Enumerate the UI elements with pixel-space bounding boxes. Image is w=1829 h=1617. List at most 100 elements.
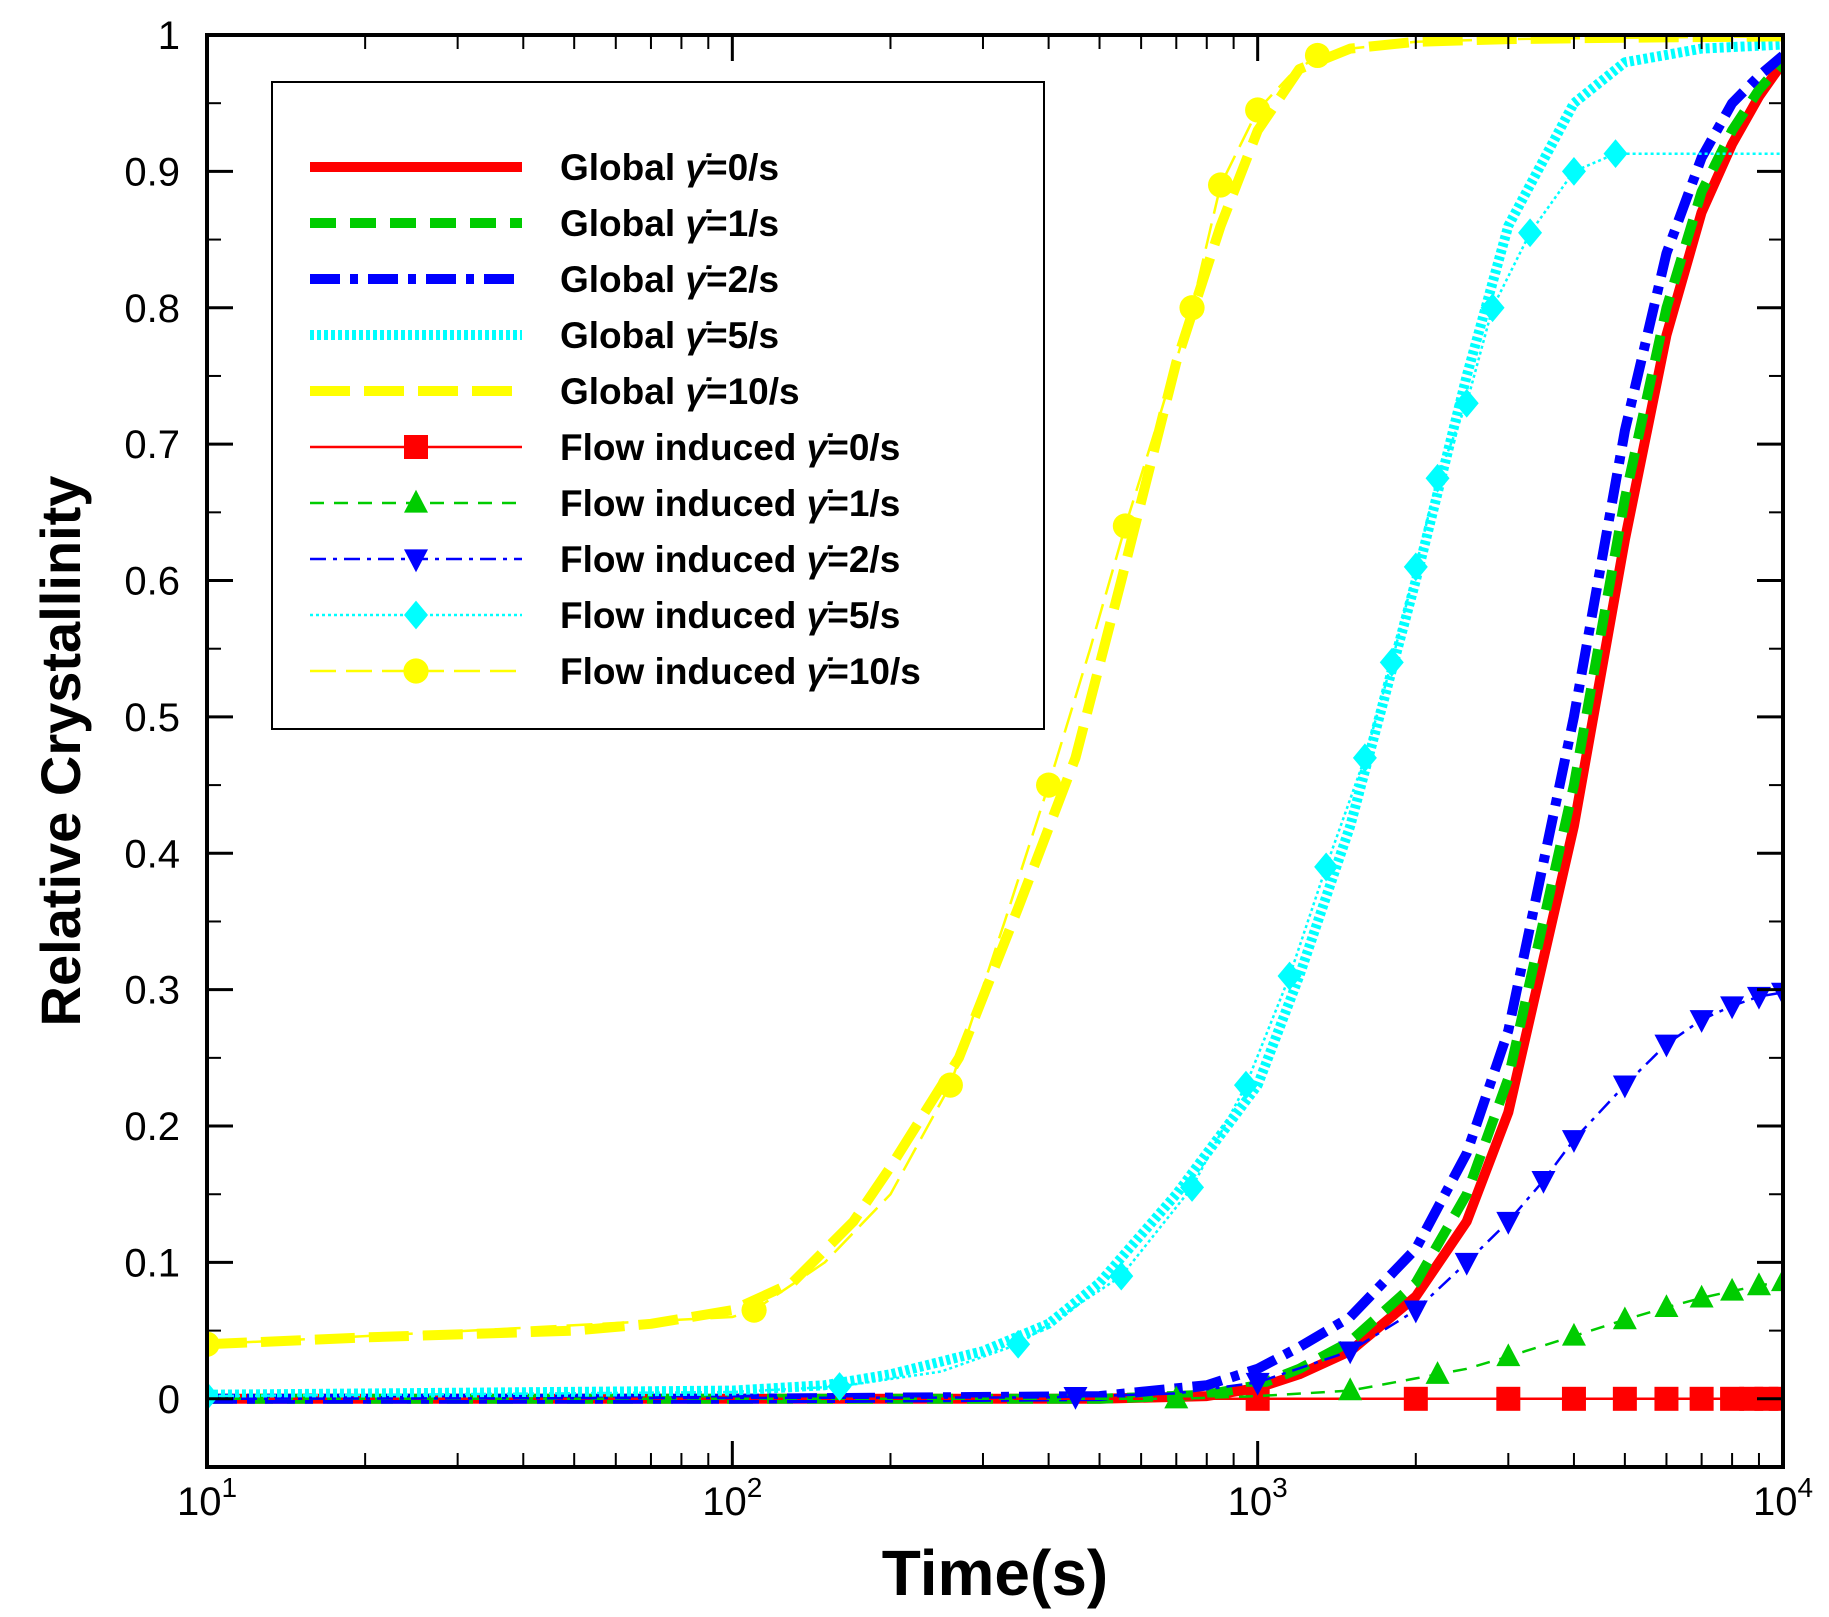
data-point <box>1746 986 1771 1010</box>
data-point <box>1109 1261 1134 1291</box>
series-global-2-s <box>207 51 1783 1404</box>
data-point <box>1403 552 1428 582</box>
data-point <box>1112 513 1138 539</box>
data-point <box>1314 852 1339 882</box>
legend-suffix: =10/s <box>706 371 800 412</box>
data-point <box>1207 172 1234 198</box>
legend-swatch-marker <box>404 549 428 573</box>
legend-prefix: Global <box>560 203 685 244</box>
legend-prefix: Flow induced <box>560 427 807 468</box>
legend-entry: Global γ̇=0/s <box>310 147 779 188</box>
series-line <box>207 35 1783 1346</box>
y-tick-label: 0.1 <box>124 1241 180 1285</box>
x-tick-exponent: 2 <box>747 1472 763 1503</box>
series-line <box>207 39 1783 1400</box>
legend-box <box>271 81 1045 730</box>
y-axis-title: Relative Crystallinity <box>29 476 92 1027</box>
legend-prefix: Flow induced <box>560 483 807 524</box>
plot-area-frame <box>205 33 1785 1469</box>
series-flow-induced-5-s <box>207 139 1783 1411</box>
x-axis-title: Time(s) <box>882 1537 1108 1609</box>
y-tick-label: 0.7 <box>124 423 180 467</box>
x-tick-exponent: 3 <box>1272 1472 1288 1503</box>
series-line <box>207 1280 1783 1401</box>
data-point <box>1006 1329 1031 1359</box>
data-point <box>1654 1386 1679 1411</box>
x-tick-base: 10 <box>177 1480 222 1524</box>
legend-entry: Flow induced γ̇=10/s <box>310 651 921 692</box>
series-flow-induced-10-s <box>207 35 1783 1357</box>
data-point <box>937 1072 963 1098</box>
data-point <box>1480 293 1505 323</box>
data-point <box>1612 1386 1637 1411</box>
data-point <box>1245 1372 1270 1396</box>
data-point <box>1561 156 1586 186</box>
data-point <box>1338 1341 1363 1365</box>
data-point <box>1304 42 1331 69</box>
data-point <box>1233 1070 1258 1100</box>
legend-entry: Flow induced γ̇=5/s <box>310 595 900 636</box>
data-point <box>1425 1361 1450 1384</box>
legend-prefix: Global <box>560 147 685 188</box>
data-point <box>1689 1386 1714 1411</box>
legend-label: Flow induced γ̇=2/s <box>560 539 900 580</box>
data-point <box>1277 961 1302 991</box>
x-tick-base: 10 <box>1753 1480 1798 1524</box>
legend-prefix: Global <box>560 315 685 356</box>
data-point <box>1425 463 1450 493</box>
data-point <box>1561 1322 1586 1346</box>
x-tick-label: 104 <box>1753 1472 1813 1524</box>
data-point <box>1746 1272 1771 1296</box>
y-tick-label: 1 <box>158 14 180 58</box>
legend-label: Flow induced γ̇=0/s <box>560 427 900 468</box>
legend-label: Global γ̇=1/s <box>560 203 779 244</box>
x-tick-label: 101 <box>177 1472 237 1524</box>
data-point <box>741 1297 767 1323</box>
data-point <box>827 1372 852 1401</box>
legend-suffix: =2/s <box>827 539 900 580</box>
legend-entry: Global γ̇=5/s <box>310 315 779 356</box>
legend-entry: Flow induced γ̇=1/s <box>310 483 900 524</box>
y-tick-label: 0 <box>158 1378 180 1422</box>
data-point <box>1654 1294 1679 1318</box>
data-point <box>1689 1010 1714 1033</box>
legend-label: Global γ̇=0/s <box>560 147 779 188</box>
axis-ticks <box>205 33 1785 1467</box>
data-point <box>207 1381 219 1411</box>
x-tick-label: 103 <box>1228 1472 1288 1524</box>
legend-entry: Flow induced γ̇=0/s <box>310 427 900 468</box>
legend-swatch-marker <box>403 658 429 684</box>
legend-entry: Flow induced γ̇=2/s <box>310 539 900 580</box>
data-point <box>1379 647 1404 677</box>
legend-prefix: Global <box>560 259 685 300</box>
data-point <box>1496 1211 1521 1235</box>
legend-suffix: =10/s <box>827 651 921 692</box>
axis-tick-labels: 101 102 103 10400.10.20.30.40.50.60.70.80.9… <box>124 14 1813 1524</box>
data-point <box>1352 743 1377 773</box>
legend-prefix: Global <box>560 371 685 412</box>
legend-label: Global γ̇=2/s <box>560 259 779 300</box>
legend-swatch-marker <box>404 489 428 513</box>
legend-suffix: =5/s <box>706 315 779 356</box>
legend-label: Global γ̇=5/s <box>560 315 779 356</box>
data-point <box>1179 295 1205 321</box>
data-point <box>1403 1386 1428 1411</box>
series-flow-induced-2-s <box>207 982 1783 1410</box>
x-tick-base: 10 <box>702 1480 747 1524</box>
legend-label: Flow induced γ̇=10/s <box>560 651 921 692</box>
y-tick-label: 0.2 <box>124 1105 180 1149</box>
data-point <box>1180 1173 1205 1202</box>
series-line <box>207 991 1783 1401</box>
y-tick-label: 0.5 <box>124 696 180 740</box>
legend-prefix: Flow induced <box>560 651 807 692</box>
data-point <box>1496 1343 1521 1367</box>
data-point <box>1245 97 1271 123</box>
data-point <box>1612 1306 1637 1330</box>
x-tick-exponent: 4 <box>1797 1472 1813 1503</box>
x-tick-label: 102 <box>702 1472 762 1524</box>
data-point <box>1603 139 1628 169</box>
legend-label: Flow induced γ̇=1/s <box>560 483 900 524</box>
legend-suffix: =1/s <box>827 483 900 524</box>
y-tick-label: 0.4 <box>124 832 180 876</box>
